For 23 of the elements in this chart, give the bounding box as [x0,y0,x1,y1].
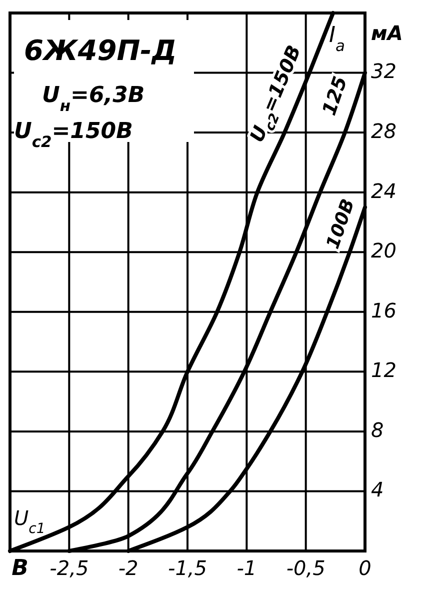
y-tick-label: 8 [371,418,384,442]
text: 100В [322,196,359,252]
x-tick-label: -2 [118,556,138,580]
x-tick-label: -2,5 [50,556,89,580]
x-tick-label: -0,5 [286,556,326,580]
text: U$_{н}$=6,3В [42,83,145,115]
y-tick-label: 16 [371,298,396,322]
y-axis-title: I$_{a}$ [329,23,345,55]
y-tick-label: 32 [371,59,396,84]
x-tick-label: -1 [236,556,257,580]
text: мА [371,21,403,45]
x-axis-title: U$_{c1}$ [14,506,46,537]
text: 6Ж49П-Д [24,34,177,67]
y-tick-label: 4 [371,478,384,502]
y-tick-label: 28 [371,119,396,144]
x-tick-label: -1,5 [168,556,208,580]
text: 125 [318,74,352,118]
y-tick-label: 12 [371,358,396,382]
annotation: U$_{c2}$=150В [14,119,133,151]
y-tick-label: 20 [371,238,396,263]
y-tick-label: 24 [371,178,396,203]
x-tick-label: 0 [358,556,372,580]
text: В [12,556,28,581]
